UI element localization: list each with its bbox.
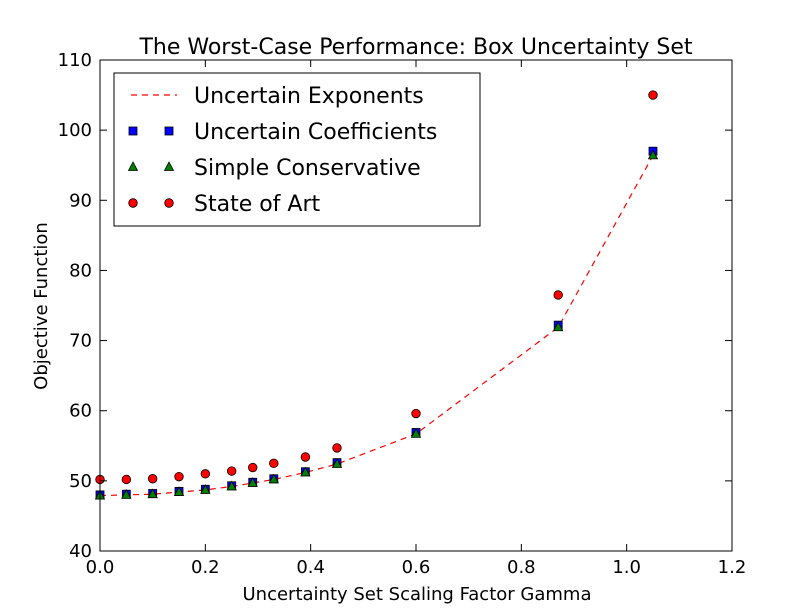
- data-point-s2-11: [553, 321, 564, 332]
- legend-marker-3-a: [128, 198, 138, 208]
- x-axis-label: Uncertainty Set Scaling Factor Gamma: [243, 584, 592, 605]
- series-2: [94, 149, 659, 500]
- legend-marker-1-a: [128, 126, 138, 136]
- data-point-s3-8: [300, 452, 311, 462]
- legend: Uncertain Exponents Uncertain Coefficient…: [113, 72, 481, 227]
- data-point-s2-8: [300, 466, 311, 477]
- legend-item-0: Uncertain Exponents: [131, 84, 424, 109]
- legend-label-0: Uncertain Exponents: [194, 84, 424, 109]
- data-point-s2-9: [331, 458, 343, 468]
- legend-label-3: State of Art: [194, 192, 321, 217]
- legend-label-1: Uncertain Coefficients: [194, 120, 437, 145]
- data-point-s2-4: [200, 484, 211, 494]
- data-point-s2-1: [121, 489, 132, 499]
- data-point-s3-3: [174, 471, 184, 482]
- data-point-s3-11: [553, 290, 563, 300]
- x-tick-label-1: 0.2: [191, 557, 220, 578]
- series-3: [95, 90, 658, 485]
- data-point-s3-12: [648, 90, 658, 100]
- x-tick-label-4: 0.8: [507, 557, 536, 578]
- data-point-s2-6: [247, 477, 258, 487]
- y-tick-label-7: 110: [58, 50, 92, 71]
- legend-box: [113, 72, 481, 227]
- data-point-s3-1: [121, 474, 132, 485]
- data-point-s3-2: [147, 474, 158, 484]
- y-axis-label: Objective Function: [31, 222, 52, 390]
- chart-title: The Worst-Case Performance: Box Uncertai…: [138, 35, 692, 60]
- y-tick-label-1: 50: [69, 471, 92, 492]
- legend-marker-2-b: [163, 161, 175, 171]
- legend-label-2: Simple Conservative: [194, 156, 421, 181]
- data-point-s3-6: [248, 462, 258, 473]
- data-point-s3-4: [200, 469, 211, 479]
- y-tick-label-5: 90: [69, 190, 92, 211]
- data-point-s3-10: [411, 408, 421, 419]
- y-tick-label-0: 40: [69, 541, 92, 562]
- data-point-s3-5: [226, 466, 237, 476]
- y-tick-label-3: 70: [69, 331, 92, 352]
- axis-ticks: 0.0 0.2 0.4 0.6 0.8 1.0 1.2 40 50 60 70 80 90 100 110: [58, 50, 747, 578]
- x-tick-label-2: 0.4: [296, 557, 325, 578]
- legend-item-2: Simple Conservative: [127, 156, 421, 181]
- data-point-s2-12: [647, 149, 659, 160]
- data-point-s2-7: [268, 473, 279, 484]
- y-tick-label-2: 60: [69, 401, 92, 422]
- data-point-s2-5: [226, 480, 237, 491]
- legend-marker-2-a: [127, 161, 139, 171]
- legend-marker-3-b: [164, 198, 174, 208]
- plot-area: [94, 90, 659, 500]
- data-point-s2-10: [410, 428, 422, 438]
- data-point-s3-7: [269, 458, 279, 469]
- legend-marker-1-b: [164, 126, 174, 136]
- y-tick-label-4: 80: [69, 260, 92, 281]
- data-point-s2-3: [173, 486, 185, 496]
- y-tick-label-6: 100: [58, 120, 92, 141]
- x-tick-label-5: 1.0: [612, 557, 641, 578]
- legend-item-1: Uncertain Coefficients: [128, 120, 437, 145]
- legend-item-3: State of Art: [128, 192, 321, 217]
- data-point-s2-2: [147, 488, 158, 499]
- x-tick-label-3: 0.6: [402, 557, 431, 578]
- x-tick-label-6: 1.2: [718, 557, 747, 578]
- x-tick-label-0: 0.0: [86, 557, 115, 578]
- data-point-s3-9: [332, 443, 342, 453]
